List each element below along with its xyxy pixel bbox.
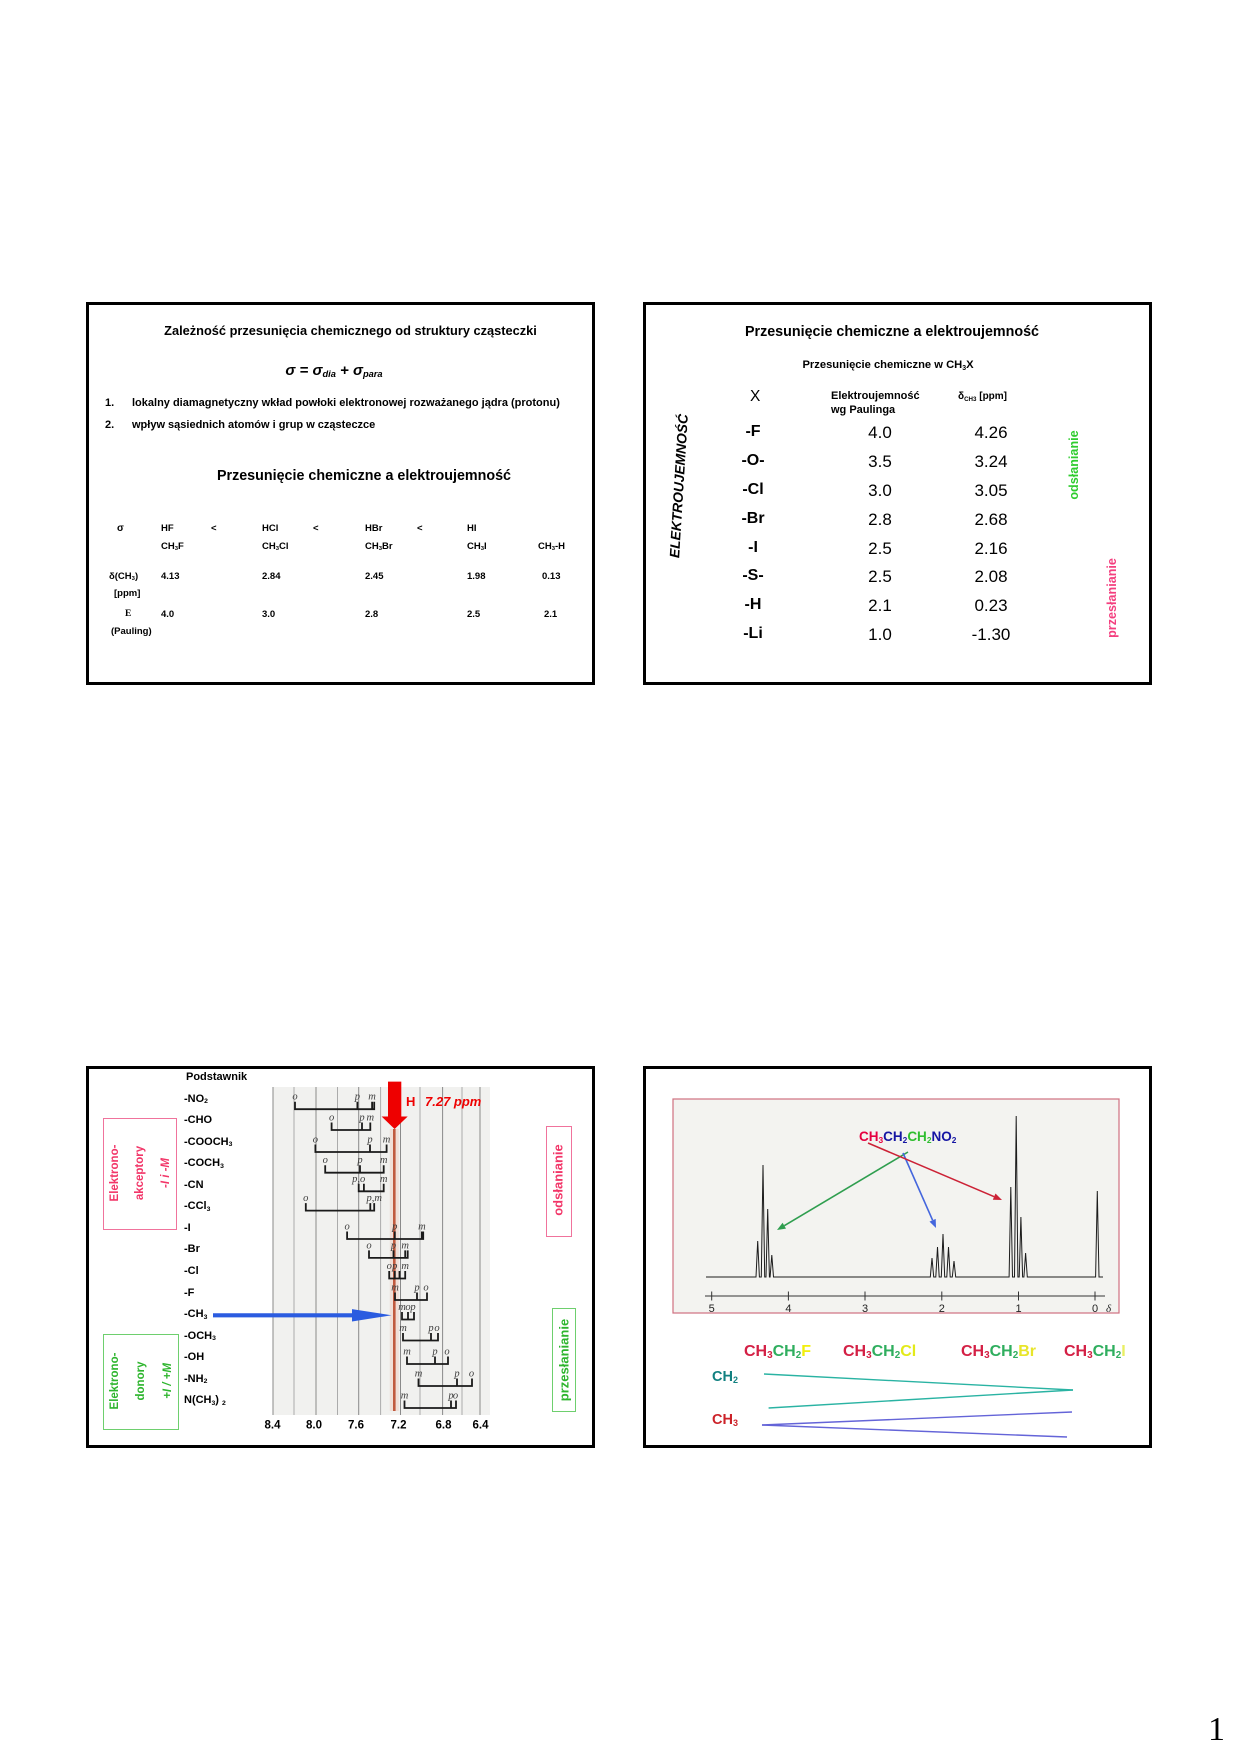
svg-text:p: p <box>366 1135 372 1146</box>
svg-text:p: p <box>358 1113 364 1124</box>
svg-text:p: p <box>413 1283 419 1294</box>
svg-text:o: o <box>405 1302 410 1313</box>
svg-text:o: o <box>292 1092 297 1103</box>
svg-text:6.4: 6.4 <box>473 1420 490 1432</box>
svg-text:4: 4 <box>785 1303 791 1315</box>
svg-text:p: p <box>447 1391 453 1402</box>
svg-text:o: o <box>344 1222 349 1233</box>
svg-text:p: p <box>354 1092 360 1103</box>
svg-text:m: m <box>399 1323 407 1334</box>
svg-text:p: p <box>453 1369 459 1380</box>
svg-text:m: m <box>418 1222 426 1233</box>
svg-text:p: p <box>391 1222 397 1233</box>
svg-text:p: p <box>390 1240 396 1251</box>
svg-text:o: o <box>444 1347 449 1358</box>
svg-text:m: m <box>383 1135 391 1146</box>
svg-text:o: o <box>434 1323 439 1334</box>
svg-text:m: m <box>380 1155 388 1166</box>
svg-text:7.6: 7.6 <box>348 1420 364 1432</box>
svg-text:p: p <box>356 1155 362 1166</box>
svg-text:7.2: 7.2 <box>391 1420 407 1432</box>
svg-text:o: o <box>366 1240 371 1251</box>
svg-text:p: p <box>391 1261 397 1272</box>
svg-text:1: 1 <box>1015 1303 1021 1315</box>
svg-text:o: o <box>303 1193 308 1204</box>
svg-text:o: o <box>329 1113 334 1124</box>
svg-text:m: m <box>401 1240 409 1251</box>
svg-text:8.4: 8.4 <box>265 1420 282 1432</box>
svg-text:2: 2 <box>939 1303 945 1315</box>
svg-text:m: m <box>398 1302 406 1313</box>
svg-text:p: p <box>431 1347 437 1358</box>
svg-text:m: m <box>391 1283 399 1294</box>
svg-text:o: o <box>387 1261 392 1272</box>
svg-text:m: m <box>367 1113 375 1124</box>
svg-text:p,o: p,o <box>351 1174 365 1185</box>
svg-text:p: p <box>427 1323 433 1334</box>
svg-text:5: 5 <box>709 1303 715 1315</box>
svg-text:o: o <box>313 1135 318 1146</box>
svg-text:o: o <box>453 1391 458 1402</box>
svg-text:m: m <box>403 1347 411 1358</box>
svg-text:p: p <box>409 1302 415 1313</box>
svg-text:o: o <box>423 1283 428 1294</box>
svg-text:3: 3 <box>862 1303 868 1315</box>
svg-text:m: m <box>380 1174 388 1185</box>
svg-text:6.8: 6.8 <box>436 1420 453 1432</box>
svg-text:8.0: 8.0 <box>306 1420 322 1432</box>
svg-text:o: o <box>323 1155 328 1166</box>
svg-text:p,m: p,m <box>365 1193 382 1204</box>
svg-text:o: o <box>469 1369 474 1380</box>
svg-text:δ: δ <box>1106 1303 1112 1315</box>
svg-text:0: 0 <box>1092 1303 1098 1315</box>
svg-text:m: m <box>401 1391 409 1402</box>
svg-text:m: m <box>415 1369 423 1380</box>
svg-text:m: m <box>368 1092 376 1103</box>
svg-text:m: m <box>401 1261 409 1272</box>
